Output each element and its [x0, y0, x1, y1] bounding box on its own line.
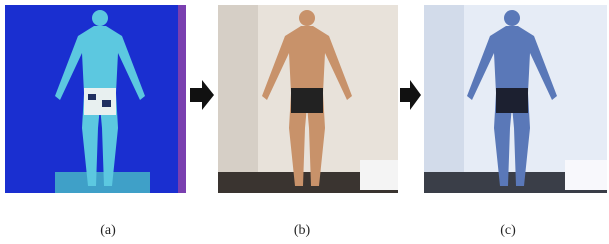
panel-label: (a)	[100, 223, 116, 238]
arrow	[400, 80, 421, 110]
panel-c-image	[424, 5, 607, 193]
panel-label: (c)	[500, 223, 516, 238]
panel-b-image	[218, 5, 398, 193]
panel-a-image	[5, 5, 186, 193]
figure: (a) (b) (c)	[0, 0, 609, 244]
panel-label: (b)	[294, 223, 311, 238]
arrow	[190, 80, 214, 110]
